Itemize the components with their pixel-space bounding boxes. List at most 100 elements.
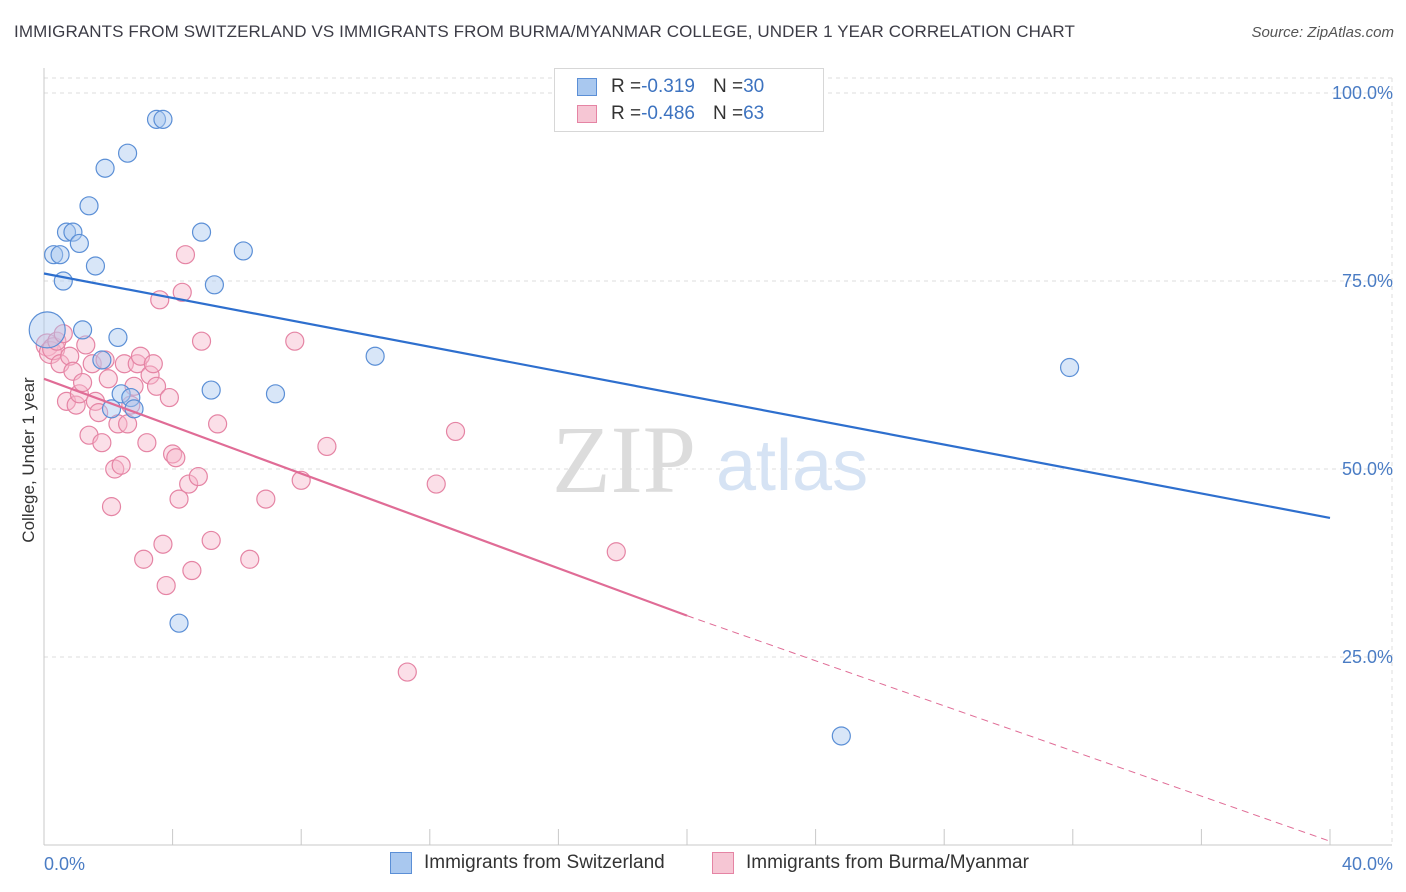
burma-n-label: N = <box>712 103 744 124</box>
swiss-point-15 <box>117 143 138 163</box>
burma-point-39 <box>163 444 183 464</box>
burma-point-46 <box>188 466 208 487</box>
swiss-point-0 <box>28 311 66 349</box>
legend-row-swiss: R = -0.319 N = 30 <box>577 74 764 100</box>
burma-point-5 <box>53 324 73 344</box>
swiss-point-10 <box>92 350 112 370</box>
burma-point-14 <box>82 354 102 374</box>
swiss-r-value: -0.319 <box>641 76 695 97</box>
burma-point-58 <box>606 542 626 562</box>
swiss-swatch <box>577 78 597 96</box>
swiss-point-13 <box>108 327 128 348</box>
burma-trend-line <box>43 377 688 617</box>
burma-point-36 <box>153 534 173 554</box>
watermark-atlas: atlas <box>716 426 868 506</box>
swiss-r-label: R = <box>611 76 642 97</box>
burma-point-40 <box>166 448 186 468</box>
swiss-point-20 <box>169 613 189 633</box>
burma-point-56 <box>426 474 446 494</box>
swiss-point-3 <box>53 271 73 291</box>
swiss-point-18 <box>146 109 167 129</box>
swiss-trend-line <box>43 272 1331 519</box>
axes <box>43 68 1392 846</box>
y-tick-label-50: 50.0% <box>1342 459 1393 479</box>
burma-point-41 <box>169 489 189 509</box>
legend-item-burma[interactable]: Immigrants from Burma/Myanmar <box>712 852 1029 874</box>
swiss-point-9 <box>85 256 106 276</box>
y-tick-label-75: 75.0% <box>1342 271 1393 291</box>
burma-point-17 <box>92 433 112 453</box>
burma-point-31 <box>137 433 157 453</box>
burma-point-32 <box>140 365 160 385</box>
trend-lines <box>43 272 1331 842</box>
burma-point-11 <box>72 372 93 393</box>
burma-n-value: 63 <box>743 103 765 124</box>
tick-labels: 25.0% 50.0% 75.0% 100.0% 0.0% 40.0% <box>44 83 1393 874</box>
swiss-point-19 <box>153 109 173 129</box>
burma-point-23 <box>111 455 131 475</box>
y-tick-label-25: 25.0% <box>1342 647 1393 667</box>
burma-point-55 <box>397 662 417 682</box>
source-label: Source: ZipAtlas.com <box>1251 24 1394 41</box>
burma-point-47 <box>191 331 212 351</box>
burma-point-45 <box>182 560 202 581</box>
swiss-point-21 <box>191 222 212 242</box>
swiss-legend-swatch <box>390 852 412 874</box>
burma-point-54 <box>317 436 337 457</box>
swiss-point-23 <box>204 275 224 295</box>
burma-legend-swatch <box>712 852 734 874</box>
burma-point-57 <box>445 421 466 442</box>
x-tick-label-min: 0.0% <box>44 854 85 874</box>
burma-point-9 <box>66 395 86 415</box>
swiss-point-2 <box>50 245 70 265</box>
burma-point-52 <box>285 331 305 351</box>
burma-legend-label: Immigrants from Burma/Myanmar <box>746 852 1029 873</box>
burma-point-30 <box>134 549 154 569</box>
chart-title: IMMIGRANTS FROM SWITZERLAND VS IMMIGRANT… <box>14 22 1075 41</box>
series-legend: Immigrants from Switzerland Immigrants f… <box>0 852 1406 878</box>
burma-point-3 <box>47 331 67 351</box>
swiss-point-14 <box>111 384 131 404</box>
burma-point-20 <box>101 497 122 517</box>
swiss-point-1 <box>44 245 64 265</box>
y-axis-label: College, Under 1 year <box>19 377 38 543</box>
burma-point-16 <box>89 403 109 423</box>
burma-point-50 <box>240 549 260 569</box>
swiss-legend-label: Immigrants from Switzerland <box>424 852 665 873</box>
watermark-zip: ZIP <box>552 406 696 513</box>
burma-point-38 <box>159 387 179 408</box>
burma-point-44 <box>179 474 199 494</box>
x-tick-label-max: 40.0% <box>1342 854 1393 874</box>
swiss-point-7 <box>72 320 93 340</box>
swiss-point-5 <box>63 222 83 242</box>
burma-r-value: -0.486 <box>641 103 695 124</box>
burma-point-48 <box>201 530 221 551</box>
burma-point-12 <box>76 335 96 355</box>
swiss-point-11 <box>95 158 115 178</box>
swiss-n-label: N = <box>712 76 744 97</box>
legend-row-burma: R = -0.486 N = 63 <box>577 101 764 127</box>
burma-point-34 <box>146 376 167 396</box>
burma-point-19 <box>98 369 118 389</box>
burma-points <box>35 245 626 682</box>
swiss-point-28 <box>831 726 851 746</box>
swiss-point-24 <box>233 241 253 261</box>
burma-point-43 <box>175 245 196 265</box>
burma-point-49 <box>208 414 228 434</box>
swiss-point-6 <box>69 233 89 254</box>
burma-point-33 <box>143 354 163 374</box>
burma-point-51 <box>256 489 276 509</box>
burma-r-label: R = <box>611 103 642 124</box>
swiss-point-16 <box>121 387 141 408</box>
swiss-point-25 <box>265 384 286 404</box>
legend-item-swiss[interactable]: Immigrants from Switzerland <box>390 852 665 874</box>
swiss-point-26 <box>365 346 385 366</box>
y-tick-label-100: 100.0% <box>1332 83 1393 103</box>
burma-point-42 <box>172 282 192 302</box>
swiss-point-8 <box>79 196 99 216</box>
burma-point-37 <box>156 575 176 596</box>
burma-point-7 <box>60 346 80 366</box>
swiss-point-29 <box>1059 357 1080 378</box>
watermark: ZIP atlas <box>552 406 868 513</box>
